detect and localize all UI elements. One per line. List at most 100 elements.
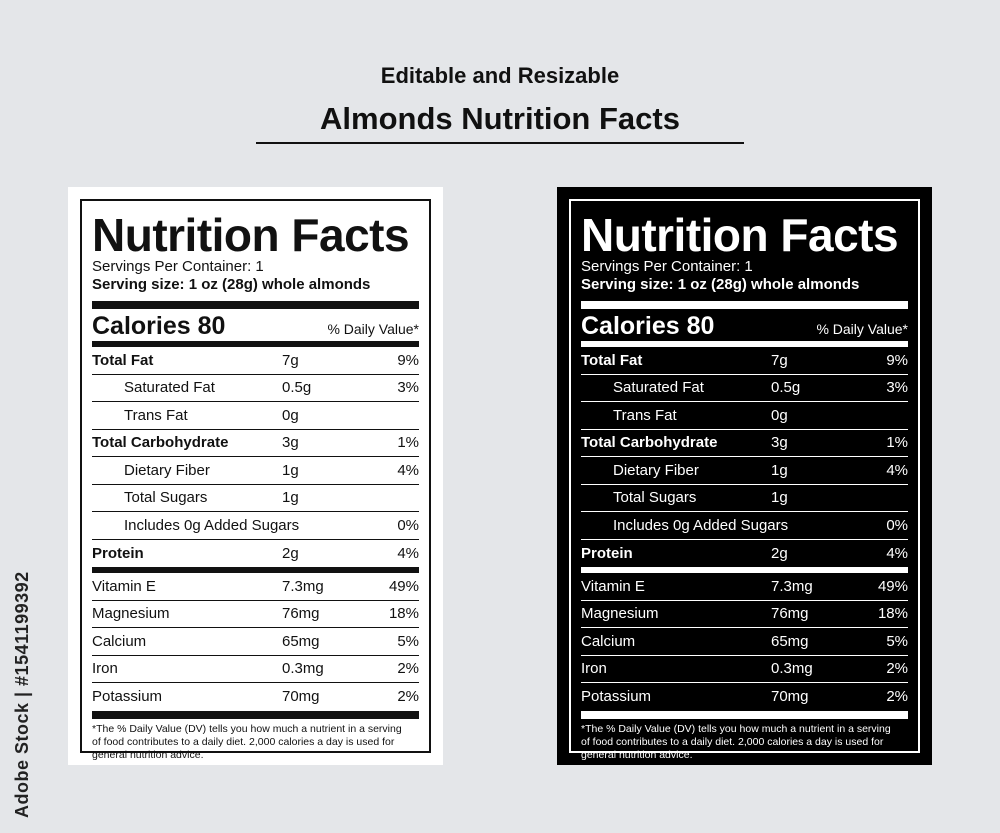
footnote: *The % Daily Value (DV) tells you how mu… [92, 719, 419, 762]
nutrient-row: Dietary Fiber 1g 4% [581, 457, 908, 485]
nutrient-row: Magnesium 76mg 18% [581, 601, 908, 628]
nutrient-row: Includes 0g Added Sugars 0% [92, 512, 419, 540]
nutrient-row: Total Carbohydrate 3g 1% [581, 430, 908, 457]
nutrient-name: Protein [581, 544, 633, 562]
nutrient-row: Protein 2g 4% [581, 540, 908, 568]
nutrient-dv: 4% [886, 461, 908, 479]
nutrient-row: Iron 0.3mg 2% [92, 656, 419, 683]
nutrient-amount: 0.5g [771, 379, 801, 397]
nutrient-amount: 70mg [771, 688, 809, 706]
nutrient-amount: 3g [771, 434, 788, 452]
nutrient-row: Protein 2g 4% [92, 540, 419, 568]
medium-divider [581, 341, 908, 347]
nutrient-name: Includes 0g Added Sugars [613, 516, 789, 534]
nutrient-name: Total Sugars [124, 489, 208, 507]
nutrient-dv: 0% [886, 516, 908, 534]
calories-row: Calories 80 % Daily Value* [581, 309, 908, 341]
nutrient-name: Total Carbohydrate [92, 434, 229, 452]
nutrient-dv: 2% [397, 660, 419, 678]
nutrient-dv: 1% [886, 434, 908, 452]
nutrient-row: Magnesium 76mg 18% [92, 601, 419, 628]
servings-per-container: Servings Per Container: 1 [581, 258, 753, 275]
nutrient-dv: 49% [388, 577, 419, 595]
nutrient-row: Trans Fat 0g [581, 402, 908, 430]
nutrient-amount: 65mg [282, 632, 320, 650]
nutrient-amount: 76mg [282, 605, 320, 623]
calories-label: Calories 80 [581, 312, 715, 340]
nutrient-row: Potassium 70mg 2% [581, 683, 908, 711]
nutrient-name: Potassium [581, 688, 652, 706]
nutrient-name: Dietary Fiber [124, 461, 210, 479]
nutrient-name: Calcium [92, 632, 147, 650]
nutrient-name: Iron [581, 660, 607, 678]
nutrition-facts-title: Nutrition Facts [92, 209, 410, 261]
nutrient-amount: 1g [771, 461, 788, 479]
thick-divider [92, 710, 419, 719]
nutrient-name: Total Carbohydrate [581, 434, 718, 452]
nutrient-dv: 1% [397, 434, 419, 452]
nutrient-row: Trans Fat 0g [92, 402, 419, 430]
footnote-line: *The % Daily Value (DV) tells you how mu… [92, 722, 402, 735]
nutrient-name: Magnesium [92, 605, 170, 623]
nutrient-row: Includes 0g Added Sugars 0% [581, 512, 908, 540]
nutrient-name: Potassium [92, 688, 163, 706]
page-title: Almonds Nutrition Facts [320, 101, 680, 136]
nutrient-row: Saturated Fat 0.5g 3% [92, 375, 419, 402]
nutrient-amount: 0.5g [282, 379, 312, 397]
nutrient-row: Vitamin E 7.3mg 49% [581, 573, 908, 601]
nutrient-amount: 7g [771, 351, 788, 369]
nutrient-amount: 0.3mg [771, 660, 813, 678]
nutrient-row: Total Fat 7g 9% [92, 347, 419, 375]
page-subtitle: Editable and Resizable [380, 63, 620, 88]
nutrient-row: Dietary Fiber 1g 4% [92, 457, 419, 485]
nutrient-amount: 70mg [282, 688, 320, 706]
nutrient-row: Total Carbohydrate 3g 1% [92, 430, 419, 457]
nutrient-amount: 65mg [771, 632, 809, 650]
nutrient-dv: 5% [886, 632, 908, 650]
nutrient-amount: 1g [282, 489, 299, 507]
nutrition-label-frame: Nutrition Facts Servings Per Container: … [80, 199, 431, 761]
nutrient-dv: 3% [886, 379, 908, 397]
nutrient-row: Vitamin E 7.3mg 49% [92, 573, 419, 601]
footnote-line: general nutrition advice. [581, 748, 693, 761]
stock-id: Adobe Stock | #1541199392 [12, 571, 32, 818]
nutrient-amount: 2g [282, 544, 299, 562]
nutrient-name: Includes 0g Added Sugars [124, 516, 300, 534]
nutrient-name: Vitamin E [581, 577, 645, 595]
calories-label: Calories 80 [92, 312, 226, 340]
medium-divider [92, 567, 419, 573]
serving-size: Serving size: 1 oz (28g) whole almonds [581, 276, 860, 293]
nutrient-amount: 1g [771, 489, 788, 507]
nutrient-name: Dietary Fiber [613, 461, 699, 479]
calories-row: Calories 80 % Daily Value* [92, 309, 419, 341]
nutrient-row: Calcium 65mg 5% [581, 628, 908, 656]
nutrient-row: Total Sugars 1g [581, 485, 908, 512]
nutrient-amount: 3g [282, 434, 299, 452]
nutrient-dv: 18% [388, 605, 419, 623]
nutrient-amount: 76mg [771, 605, 809, 623]
nutrient-dv: 9% [397, 351, 419, 369]
nutrient-amount: 1g [282, 461, 299, 479]
nutrient-name: Protein [92, 544, 144, 562]
nutrient-dv: 2% [886, 688, 908, 706]
nutrient-dv: 9% [886, 351, 908, 369]
nutrition-facts-title: Nutrition Facts [581, 209, 899, 261]
nutrient-amount: 7.3mg [771, 577, 813, 595]
servings-per-container: Servings Per Container: 1 [92, 258, 264, 275]
nutrient-name: Saturated Fat [124, 379, 215, 397]
nutrient-dv: 2% [886, 660, 908, 678]
nutrient-name: Trans Fat [613, 406, 677, 424]
nutrient-row: Calcium 65mg 5% [92, 628, 419, 656]
footnote-line: of food contributes to a daily diet. 2,0… [581, 735, 884, 748]
daily-value-header: % Daily Value* [816, 321, 908, 337]
nutrient-dv: 4% [886, 544, 908, 562]
serving-size: Serving size: 1 oz (28g) whole almonds [92, 276, 371, 293]
thick-divider [581, 710, 908, 719]
nutrient-row: Total Fat 7g 9% [581, 347, 908, 375]
title-underline [256, 142, 744, 144]
nutrient-row: Potassium 70mg 2% [92, 683, 419, 711]
thick-divider [581, 301, 908, 309]
nutrient-row: Saturated Fat 0.5g 3% [581, 375, 908, 402]
nutrient-dv: 0% [397, 516, 419, 534]
nutrient-name: Vitamin E [92, 577, 156, 595]
